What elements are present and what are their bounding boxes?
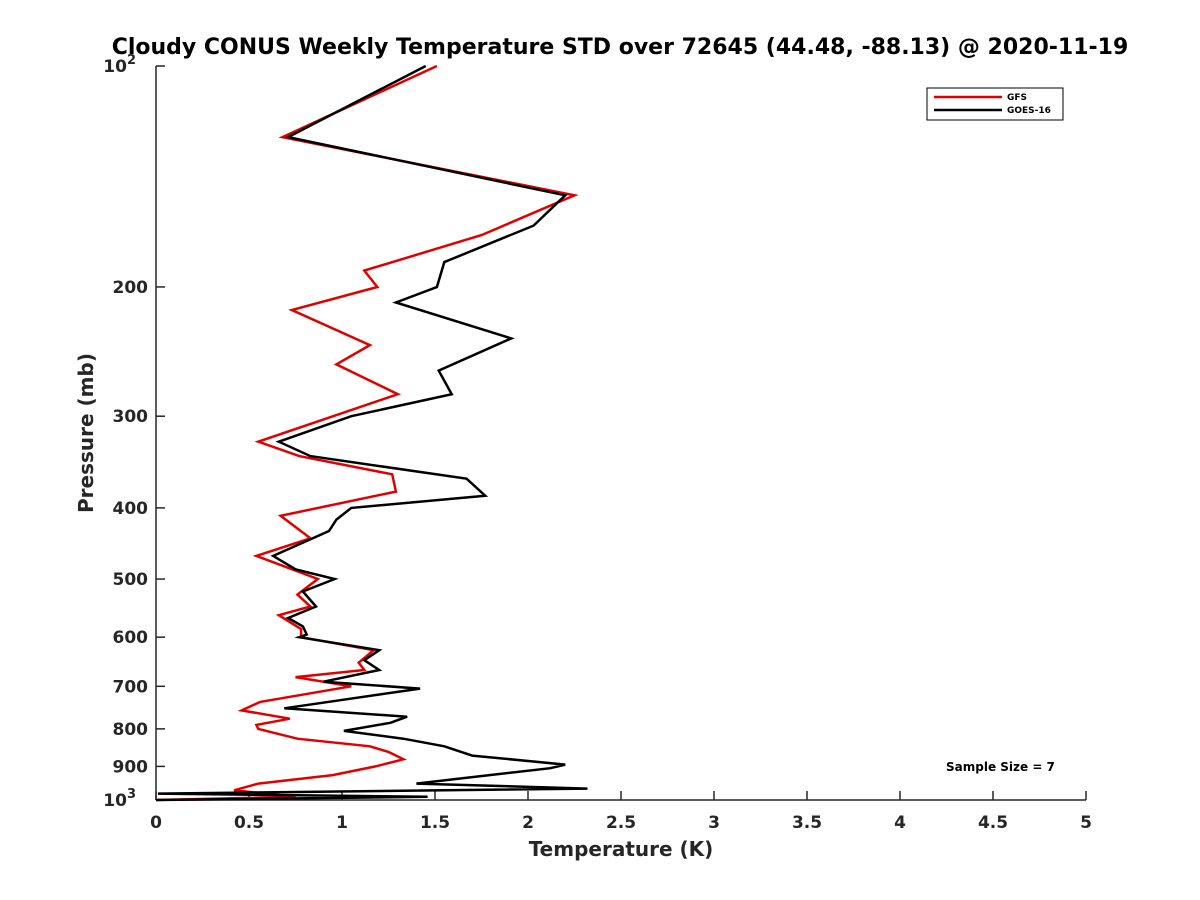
y-tick-label-1000: 103 bbox=[103, 787, 136, 811]
legend: GFS GOES-16 bbox=[926, 87, 1064, 121]
y-tick-exponent-1000: 3 bbox=[127, 787, 136, 802]
y-tick-base-1000: 10 bbox=[103, 791, 127, 811]
legend-box bbox=[926, 87, 1064, 121]
legend-label-goes-16: GOES-16 bbox=[1007, 106, 1051, 116]
x-tick-label-1: 1 bbox=[336, 813, 348, 833]
sample-size-annotation: Sample Size = 7 bbox=[946, 760, 1055, 774]
x-tick-label-2-5: 2.5 bbox=[606, 813, 636, 833]
legend-label-gfs: GFS bbox=[1007, 93, 1027, 103]
y-tick-label-700: 700 bbox=[113, 677, 149, 697]
y-axis-label: Pressure (mb) bbox=[74, 353, 98, 513]
y-tick-label-500: 500 bbox=[113, 570, 149, 590]
x-tick-label-3-5: 3.5 bbox=[792, 813, 822, 833]
x-tick-label-4-5: 4.5 bbox=[978, 813, 1008, 833]
y-tick-label-100: 102 bbox=[103, 53, 136, 77]
series-line-gfs bbox=[155, 64, 579, 802]
series-group bbox=[155, 64, 588, 802]
y-tick-label-300: 300 bbox=[113, 407, 149, 427]
y-tick-exponent-100: 2 bbox=[127, 53, 136, 68]
x-tick-label-2: 2 bbox=[522, 813, 534, 833]
x-tick-label-4: 4 bbox=[894, 813, 906, 833]
y-tick-label-900: 900 bbox=[113, 757, 149, 777]
y-tick-label-400: 400 bbox=[113, 499, 149, 519]
series-line-goes-16 bbox=[155, 64, 588, 802]
y-tick-base-100: 10 bbox=[103, 57, 127, 77]
y-tick-label-800: 800 bbox=[113, 720, 149, 740]
x-tick-label-1-5: 1.5 bbox=[420, 813, 450, 833]
x-axis-label: Temperature (K) bbox=[529, 837, 714, 861]
y-tick-label-200: 200 bbox=[113, 278, 149, 298]
x-tick-label-0-5: 0.5 bbox=[234, 813, 264, 833]
y-tick-label-600: 600 bbox=[113, 628, 149, 648]
x-tick-label-3: 3 bbox=[708, 813, 720, 833]
chart-title: Cloudy CONUS Weekly Temperature STD over… bbox=[112, 35, 1129, 60]
x-tick-label-0: 0 bbox=[150, 813, 162, 833]
x-ticks: 0 0.5 1 1.5 2 2.5 3 3.5 4 4.5 5 bbox=[150, 791, 1092, 833]
x-tick-label-5: 5 bbox=[1080, 813, 1092, 833]
